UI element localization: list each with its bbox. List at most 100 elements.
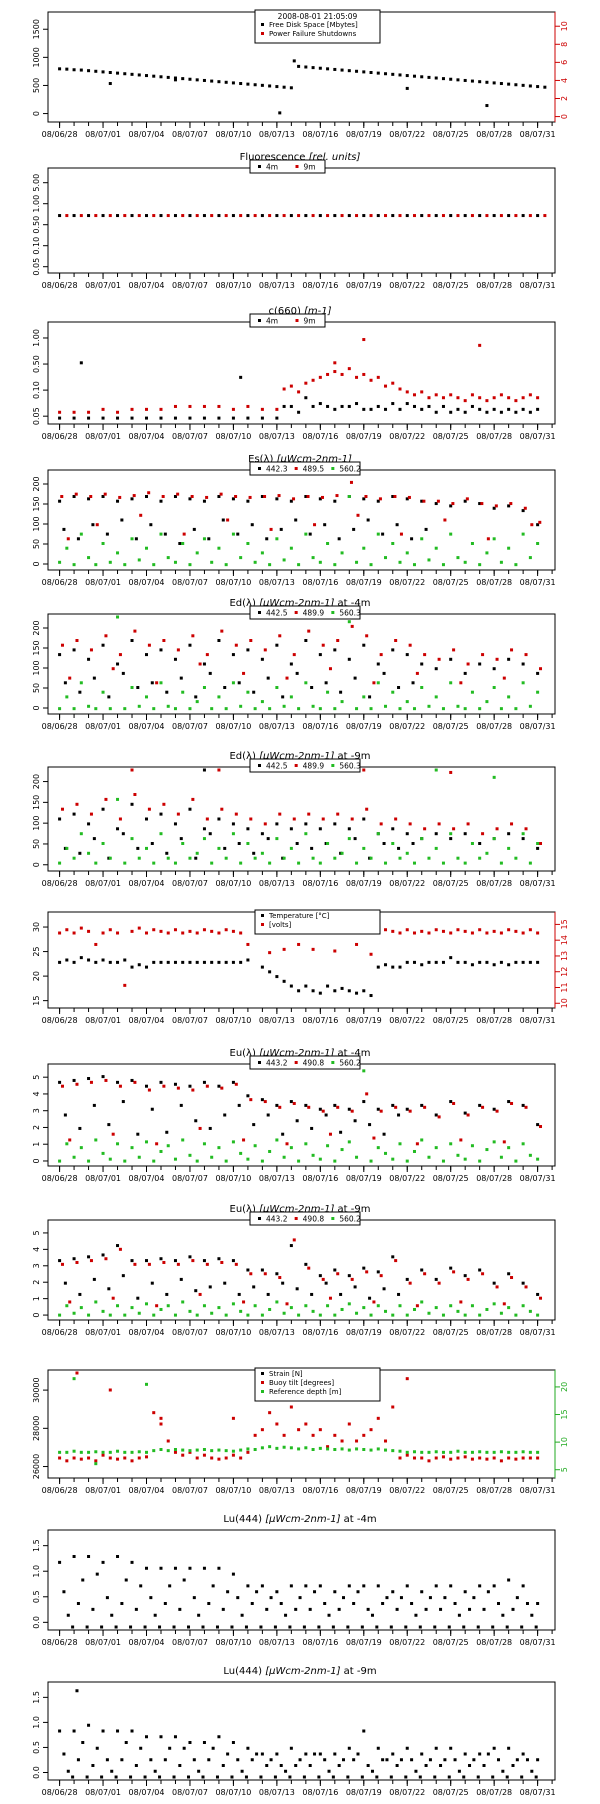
data-point	[427, 1450, 431, 1454]
data-point	[263, 1272, 267, 1276]
data-point	[347, 495, 351, 498]
data-point	[495, 827, 499, 831]
data-point	[333, 1268, 337, 1272]
data-point	[347, 1584, 351, 1588]
data-point	[324, 1113, 328, 1117]
data-point	[137, 1311, 141, 1315]
data-point	[480, 502, 484, 506]
data-point	[304, 832, 308, 836]
data-point	[72, 495, 76, 498]
data-point	[118, 653, 122, 657]
data-point	[449, 410, 453, 414]
data-point	[514, 1159, 518, 1163]
data-point	[94, 563, 98, 567]
data-point	[159, 1416, 163, 1420]
data-point	[223, 1281, 227, 1285]
series-489.9	[60, 768, 543, 845]
chart-title-suffix: at -9m	[334, 751, 370, 762]
x-tick-label: 08/07/10	[215, 879, 251, 888]
data-point	[275, 1138, 279, 1142]
data-point	[74, 492, 78, 496]
x-tick-label: 08/07/13	[259, 1016, 295, 1025]
data-point	[159, 1080, 163, 1084]
data-point	[478, 842, 482, 845]
data-point	[268, 1445, 272, 1449]
data-point	[260, 1159, 264, 1163]
data-point	[75, 1260, 79, 1264]
x-tick-label: 08/07/28	[476, 1016, 512, 1025]
data-point	[101, 416, 105, 420]
data-point	[124, 1741, 128, 1744]
data-point	[195, 1456, 199, 1460]
data-point	[173, 416, 177, 420]
data-point	[434, 667, 438, 671]
data-point	[491, 1775, 495, 1779]
data-point	[412, 1149, 416, 1153]
data-point	[161, 495, 165, 498]
data-point	[68, 1138, 72, 1142]
data-point	[87, 1313, 91, 1317]
data-point	[355, 942, 359, 946]
data-point	[266, 676, 270, 680]
data-point	[72, 416, 76, 420]
data-point	[137, 1456, 141, 1460]
data-point	[420, 1450, 424, 1454]
data-point	[521, 532, 525, 536]
data-point	[130, 72, 134, 76]
data-point	[352, 527, 356, 531]
y2-tick-label: 15	[560, 919, 569, 929]
data-point	[415, 671, 419, 675]
data-point	[72, 856, 76, 860]
data-point	[356, 1752, 360, 1756]
data-point	[399, 532, 403, 536]
data-point	[333, 1159, 337, 1163]
data-point	[339, 690, 343, 694]
data-point	[188, 1084, 192, 1088]
data-point	[226, 1590, 230, 1594]
chart-title-unit: [μWcm-2nm-1]	[259, 598, 334, 609]
legend-box	[249, 159, 326, 174]
data-point	[385, 1596, 389, 1600]
data-point	[492, 1746, 496, 1750]
data-point	[499, 410, 503, 414]
data-point	[328, 1132, 332, 1136]
x-tick-label: 08/07/04	[129, 1328, 165, 1337]
data-point	[187, 1775, 191, 1779]
legend-swatch	[261, 1390, 264, 1393]
data-point	[145, 1302, 149, 1306]
data-point	[420, 537, 424, 541]
data-point	[118, 1247, 122, 1251]
data-point	[502, 1302, 506, 1306]
data-point	[237, 681, 241, 685]
x-tick-label: 08/07/01	[85, 1788, 121, 1797]
data-point	[434, 1306, 438, 1310]
data-point	[481, 1105, 485, 1109]
data-point	[375, 1625, 379, 1629]
data-point	[173, 1735, 177, 1739]
x-tick-label: 08/07/19	[346, 722, 382, 731]
data-point	[132, 494, 136, 498]
data-point	[289, 1146, 293, 1150]
data-point	[143, 1775, 147, 1779]
data-point	[449, 393, 453, 397]
data-point	[365, 634, 369, 638]
data-point	[101, 1453, 105, 1457]
data-point	[304, 532, 308, 536]
data-point	[92, 1103, 96, 1107]
data-point	[137, 856, 141, 860]
data-point	[304, 1304, 308, 1308]
data-point	[246, 499, 250, 503]
data-point	[478, 1752, 482, 1756]
series-560.2	[58, 495, 540, 567]
data-point	[528, 1153, 532, 1157]
data-point	[376, 375, 380, 379]
data-point	[398, 856, 402, 860]
data-point	[449, 504, 453, 508]
data-point	[152, 1159, 156, 1163]
data-point	[110, 1769, 114, 1773]
data-point	[145, 653, 149, 657]
data-point	[536, 1758, 540, 1762]
data-point	[152, 960, 156, 964]
data-point	[340, 1307, 344, 1311]
